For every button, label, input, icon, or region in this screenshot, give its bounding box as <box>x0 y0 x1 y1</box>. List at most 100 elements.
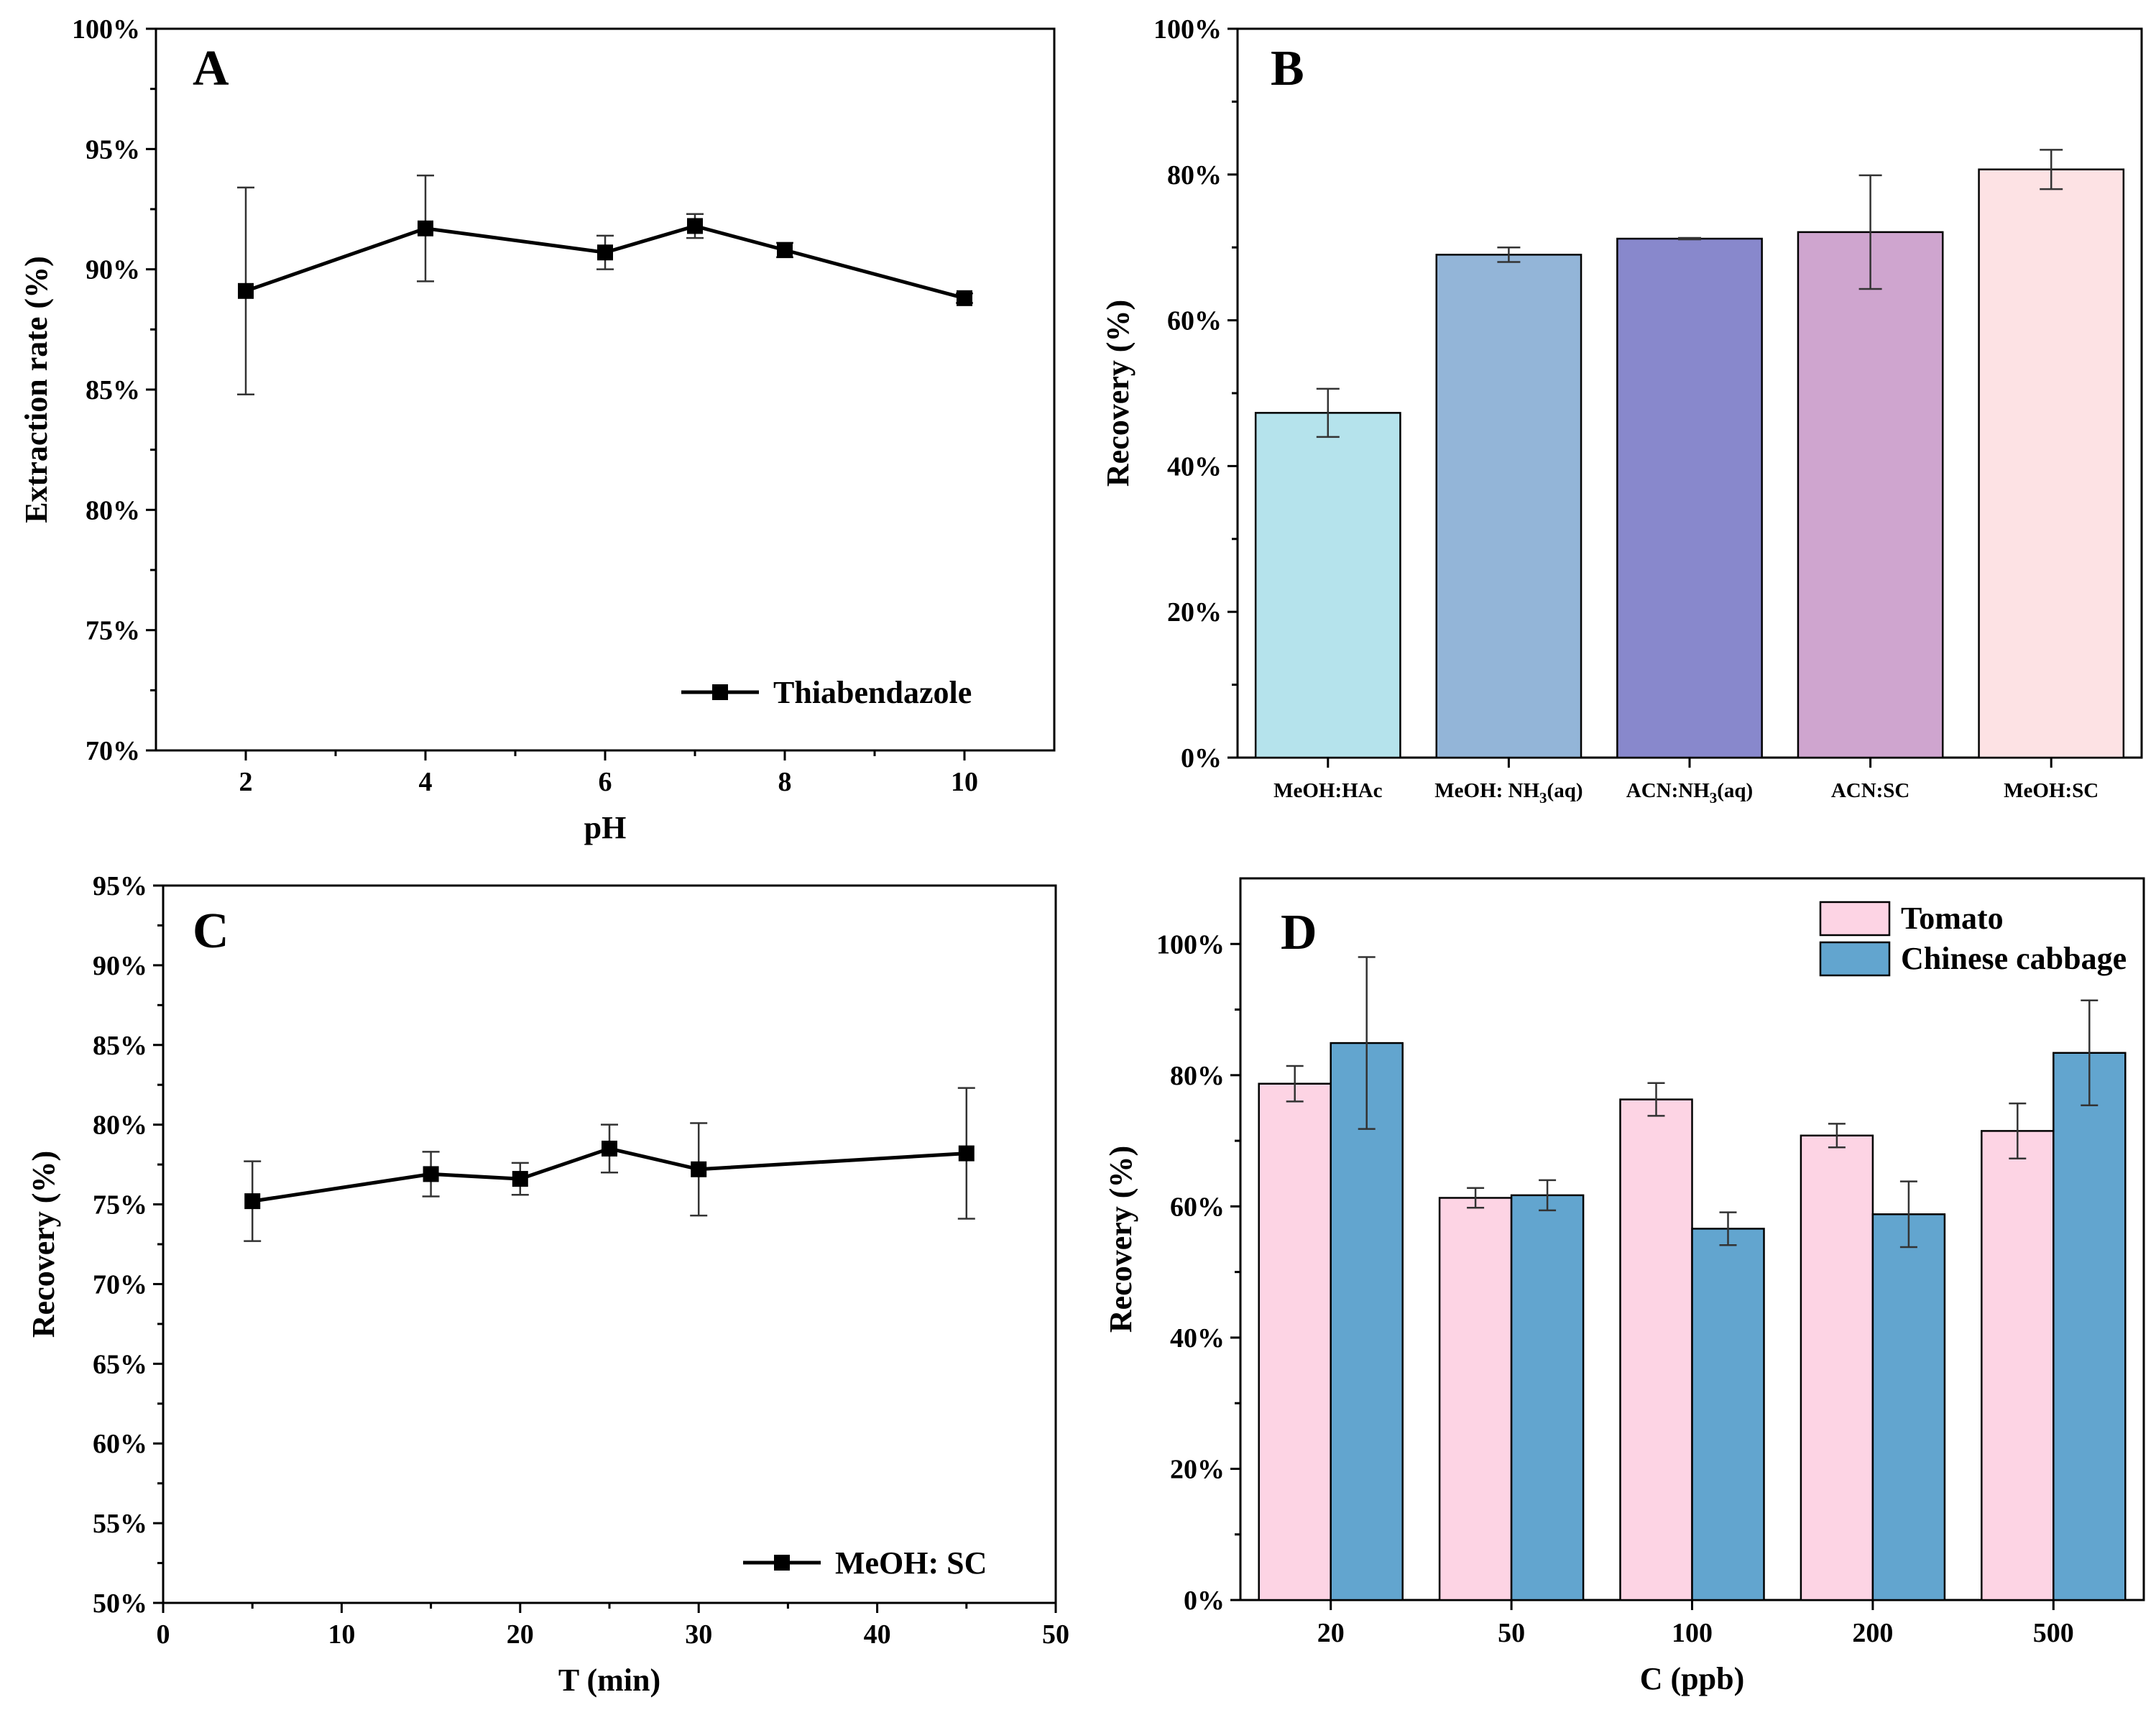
y-tick-label: 90% <box>93 951 147 981</box>
legend-marker <box>774 1555 790 1571</box>
bar-chinese-cabbage <box>2053 1052 2127 1601</box>
bar <box>1254 412 1401 759</box>
y-tick-label: 20% <box>1167 597 1222 628</box>
panel-label: C <box>193 904 229 959</box>
x-tick-label: 30 <box>685 1619 712 1650</box>
y-tick-label: 90% <box>86 255 140 285</box>
x-tick-label: 6 <box>599 767 612 797</box>
y-axis-title: Recovery (%) <box>26 1151 61 1338</box>
y-tick-label: 60% <box>1167 306 1222 336</box>
data-point <box>418 220 433 236</box>
x-tick-label: 0 <box>157 1619 170 1650</box>
bar-chinese-cabbage <box>1691 1228 1765 1601</box>
panel-label: D <box>1281 905 1317 960</box>
y-tick-label: 55% <box>93 1509 147 1539</box>
y-tick-label: 80% <box>93 1111 147 1141</box>
x-tick-label: 100 <box>1672 1618 1713 1648</box>
data-point <box>957 290 972 306</box>
panel-b: 0% 20% 40% 60% 80% 100% Recovery (%) B MeOH:HAc M… <box>1100 14 2143 806</box>
panel-c: 50% 55% 60% 65% 70% 75% 80% 85% 90% 95% Recovery (… <box>26 871 1069 1698</box>
y-tick-label: 75% <box>93 1190 147 1221</box>
x-tick-label: 10 <box>328 1619 355 1650</box>
bar-tomato <box>1800 1134 1874 1601</box>
y-tick-label: 95% <box>86 134 140 165</box>
y-tick-label: 40% <box>1170 1323 1225 1353</box>
bar <box>1616 237 1763 759</box>
y-tick-label: 100% <box>72 14 140 45</box>
legend-label: Chinese cabbage <box>1901 941 2127 976</box>
data-point <box>777 242 793 258</box>
x-axis-title: pH <box>584 810 627 845</box>
y-tick-label: 40% <box>1167 451 1222 482</box>
data-point <box>691 1161 707 1177</box>
x-tick-label: MeOH:SC <box>2004 779 2099 802</box>
data-point <box>238 282 254 299</box>
y-tick-label: 70% <box>86 736 140 766</box>
legend-label: MeOH: SC <box>835 1545 987 1581</box>
y-tick-label: 75% <box>86 616 140 646</box>
data-point <box>958 1145 975 1162</box>
y-tick-label: 85% <box>86 375 140 405</box>
y-tick-label: 100% <box>1156 929 1225 960</box>
series-line <box>245 224 965 300</box>
x-tick-label: MeOH: NH3(aq) <box>1434 779 1583 806</box>
data-point <box>602 1140 617 1157</box>
y-tick-label: 65% <box>93 1349 147 1379</box>
x-tick-label: 2 <box>239 767 253 797</box>
bar-tomato <box>1438 1197 1513 1601</box>
y-axis-title: Recovery (%) <box>1100 300 1135 487</box>
data-point <box>512 1171 528 1187</box>
legend-swatch <box>1819 901 1891 937</box>
legend-label: Tomato <box>1901 901 2004 936</box>
y-axis-title: Recovery (%) <box>1103 1146 1138 1333</box>
y-tick-label: 95% <box>93 871 147 901</box>
panel-a: 70% 75% 80% 85% 90% 95% 100% Extraction rate (%… <box>19 14 1056 845</box>
data-point <box>423 1166 439 1182</box>
bar-chinese-cabbage <box>1871 1213 1946 1601</box>
panel-label: B <box>1271 41 1304 96</box>
y-tick-label: 0% <box>1181 743 1222 773</box>
legend-swatch <box>1819 941 1891 977</box>
x-tick-label: 50 <box>1042 1619 1069 1650</box>
y-tick-label: 50% <box>93 1589 147 1619</box>
x-axis-title: C (ppb) <box>1640 1661 1745 1696</box>
y-tick-label: 80% <box>1170 1061 1225 1091</box>
y-tick-label: 100% <box>1153 14 1222 45</box>
legend-label: Thiabendazole <box>773 675 972 710</box>
x-tick-label: 40 <box>864 1619 891 1650</box>
panel-d: 0% 20% 40% 60% 80% 100% Recovery (%) D 20 50 100 20… <box>1103 877 2145 1696</box>
bar-chinese-cabbage <box>1510 1194 1585 1601</box>
y-tick-label: 80% <box>1167 160 1222 190</box>
y-tick-label: 80% <box>86 495 140 525</box>
x-tick-label: 4 <box>419 767 433 797</box>
bar-tomato <box>1981 1130 2055 1601</box>
y-tick-label: 70% <box>93 1269 147 1300</box>
y-tick-label: 0% <box>1184 1586 1225 1616</box>
x-tick-label: ACN:NH3(aq) <box>1626 779 1753 806</box>
legend-marker <box>712 684 728 700</box>
x-tick-label: 8 <box>778 767 792 797</box>
plot-frame <box>162 884 1057 1604</box>
bar-tomato <box>1258 1082 1332 1601</box>
x-tick-label: 500 <box>2033 1618 2074 1648</box>
y-tick-label: 20% <box>1170 1454 1225 1484</box>
y-tick-label: 60% <box>93 1429 147 1459</box>
bar <box>1797 231 1944 759</box>
plot-frame <box>155 27 1056 752</box>
bar <box>1978 168 2125 759</box>
x-axis-title: T (min) <box>558 1663 660 1698</box>
data-point <box>597 244 613 261</box>
series-line <box>252 1146 967 1203</box>
y-tick-label: 85% <box>93 1031 147 1061</box>
bar-tomato <box>1619 1098 1693 1601</box>
y-tick-label: 60% <box>1170 1192 1225 1222</box>
data-point <box>687 218 703 234</box>
bar <box>1435 254 1583 759</box>
x-tick-label: 50 <box>1498 1618 1525 1648</box>
x-tick-label: 20 <box>1317 1618 1345 1648</box>
x-tick-label: 20 <box>507 1619 534 1650</box>
panel-label: A <box>193 41 229 96</box>
x-tick-label: 10 <box>951 767 978 797</box>
x-tick-label: MeOH:HAc <box>1273 779 1383 802</box>
